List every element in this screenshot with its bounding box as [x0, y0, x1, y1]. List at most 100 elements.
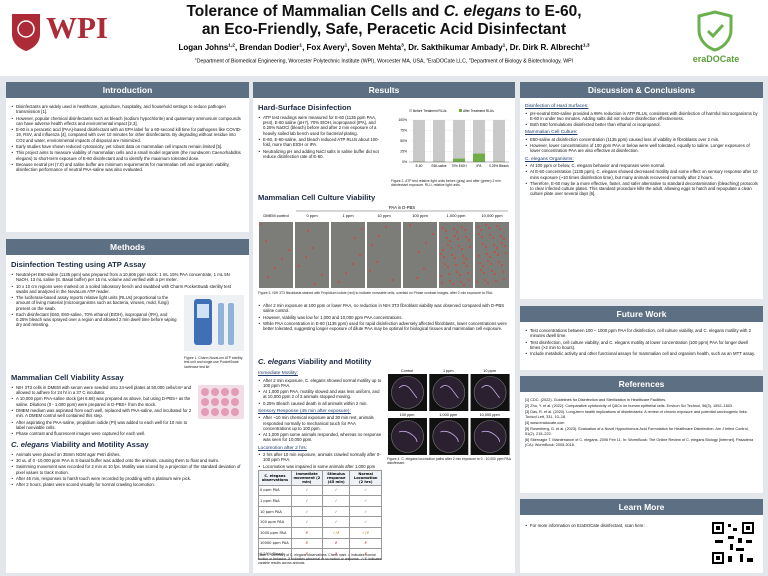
bar: [453, 120, 465, 162]
cell-dot: [502, 271, 504, 273]
figure-caption: Figure 4. C. elegans locomotion paths af…: [387, 457, 511, 466]
section-header: Methods: [6, 239, 249, 255]
cell-dot: [458, 245, 460, 247]
author-name: Soven Mehta: [351, 43, 402, 52]
bullet: 2 hrs after 10 min exposure, animals cra…: [258, 452, 382, 462]
column-label: DMEM control: [263, 213, 288, 218]
bullet: After 2 min exposure, C. elegans showed …: [258, 378, 382, 388]
cell-dot: [455, 264, 457, 266]
cell-dot: [440, 253, 442, 255]
cell-dot: [498, 261, 500, 263]
cell-dot: [464, 229, 466, 231]
bullet: Both E60 formulations disinfected better…: [525, 122, 758, 127]
image-label: 100 ppm: [400, 413, 415, 417]
methods-panel: Disinfection Testing using ATP Assay Neu…: [6, 255, 249, 573]
cell-dot: [385, 226, 387, 228]
author: Dr. Dirk R. Albrecht1,3: [510, 43, 590, 52]
author-name: Brendan Dodier: [239, 43, 300, 52]
cell-dot: [503, 238, 505, 240]
table-cell: 10000 ppm PAA: [258, 537, 292, 550]
cell-dot: [432, 233, 434, 235]
cell-dot: [478, 255, 480, 257]
table-cell: ✗: [290, 548, 323, 560]
header-cell: Immediate movement (2 min): [290, 470, 323, 486]
bar: [493, 120, 505, 162]
header-row: C. elegans observations Immediate movemen…: [258, 470, 382, 486]
cell-dot: [376, 261, 378, 263]
bullet: Neutral-pH E60-saline (1135 ppm) was pre…: [11, 272, 244, 282]
table-row: 0 ppm PAA ✓ ✓ ✓: [258, 484, 382, 497]
cell-dot: [481, 236, 483, 238]
affiliation: EraDOCate LLC,: [428, 58, 469, 65]
author-sup: 1: [344, 43, 348, 49]
block-title: Mammalian Cell Culture:: [525, 130, 578, 136]
cell-dot: [482, 265, 484, 267]
column-label: 100 ppm: [412, 213, 428, 218]
table-caption: Table 1. Summary of C. elegans observati…: [258, 553, 382, 566]
header: WPI Tolerance of Mammalian Cells and C. …: [0, 0, 768, 76]
table-row: 10 ppm PAA ✓ ✓ ✓: [258, 505, 382, 518]
cell-dot: [359, 254, 361, 256]
cell-dot: [489, 256, 491, 258]
bullet: pH-neutral E60-saline provided a 99% red…: [525, 111, 758, 121]
qr-code[interactable]: [710, 520, 756, 566]
cell-dot: [361, 228, 363, 230]
block-title: Sensory Response (45 min after exposure)…: [258, 408, 351, 414]
section-header: References: [520, 376, 763, 392]
bullet: After 45 min, responses to harsh touch w…: [11, 476, 244, 481]
future-work-panel: Test concentrations between 100 – 1000 p…: [520, 322, 763, 370]
results-panel: Hard-Surface Disinfection ATP test readi…: [253, 98, 515, 573]
cell-dot: [456, 231, 458, 233]
reference: [6] Stiernagle T. Maintenance of C. eleg…: [525, 438, 754, 447]
cell-dot: [503, 278, 505, 280]
figure-caption: Figure 1. Charm NovaLum ATP sterility te…: [184, 356, 243, 369]
bullet-list: After ~10 min chemical exposure and 30 m…: [258, 415, 382, 442]
cell-dot: [392, 279, 394, 281]
bullet: DMEM medium was aspirated from each well…: [11, 408, 244, 418]
x-tick-label: 0.25% Bleach: [489, 164, 509, 168]
author: Fox Avery1: [307, 43, 352, 52]
cell-dot: [487, 282, 489, 284]
table-cell: ✗: [349, 537, 382, 550]
cell-dot: [501, 264, 503, 266]
bullet: 0.25% Bleach caused death in all animals…: [258, 401, 382, 406]
subheading: Disinfection Testing using ATP Assay: [11, 260, 146, 269]
dish: [391, 376, 424, 409]
bullet-list: After 2 min exposure at 100 ppm or lower…: [258, 303, 510, 333]
title-italic: C. elegans: [443, 3, 522, 20]
cell-dot: [480, 269, 482, 271]
cell-dot: [454, 235, 456, 237]
bar: [473, 153, 485, 162]
cell-dot: [463, 284, 465, 286]
reference: [4] www.eradocate.com: [525, 421, 565, 426]
bullet: Test disinfection, cell culture viabilit…: [525, 340, 758, 350]
cell-dot: [260, 223, 262, 225]
bullet: NIH 3T3 cells in DMEM with serum were se…: [11, 385, 244, 395]
subheading: Mammalian Cell Viability Assay: [11, 372, 124, 382]
cell-dot: [492, 237, 494, 239]
micrograph: [475, 222, 509, 288]
cell-dot: [496, 225, 498, 227]
section-header: Introduction: [6, 82, 249, 98]
table-cell: ✗: [321, 537, 351, 550]
cell-dot: [352, 263, 354, 265]
table-cell: ✓: [290, 495, 323, 507]
table-cell: 1 ppm PAA: [258, 495, 292, 507]
bullet: E-60, E-60-saline, and bleach reduced AT…: [258, 137, 386, 147]
cell-dot: [465, 258, 467, 260]
title-part: Tolerance of Mammalian Cells and: [186, 3, 444, 20]
reference: [3] Das, R. et al. (2020). Long-term hea…: [525, 410, 748, 419]
cell-dot: [501, 242, 503, 244]
cell-dot: [265, 240, 267, 242]
subheading: C. elegans Viability and Motility Assay: [11, 440, 244, 449]
section-header: Learn More: [520, 499, 763, 515]
cell-dot: [462, 255, 464, 257]
legend-label: After Treatment RLUs: [463, 109, 494, 113]
table-cell: ✓: [349, 495, 382, 507]
cell-dot: [468, 279, 470, 281]
x-tick-label: E-60: [416, 164, 423, 168]
author-name: Fox Avery: [306, 43, 345, 52]
cell-dot: [493, 244, 495, 246]
cell-dot: [307, 230, 309, 232]
cell-dot: [456, 271, 458, 273]
